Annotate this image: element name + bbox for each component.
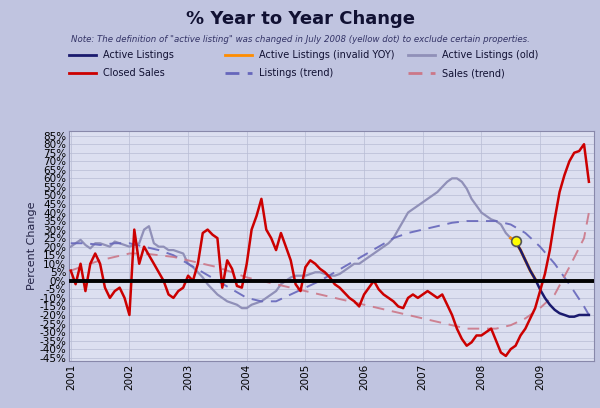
Y-axis label: Percent Change: Percent Change	[26, 202, 37, 290]
Text: Listings (trend): Listings (trend)	[259, 69, 334, 78]
Text: Sales (trend): Sales (trend)	[442, 69, 505, 78]
Text: Active Listings (invalid YOY): Active Listings (invalid YOY)	[259, 50, 395, 60]
Text: Note: The definition of "active listing" was changed in July 2008 (yellow dot) t: Note: The definition of "active listing"…	[71, 35, 529, 44]
Text: % Year to Year Change: % Year to Year Change	[185, 10, 415, 28]
Text: Active Listings (old): Active Listings (old)	[442, 50, 539, 60]
Text: Active Listings: Active Listings	[103, 50, 174, 60]
Text: Closed Sales: Closed Sales	[103, 69, 165, 78]
